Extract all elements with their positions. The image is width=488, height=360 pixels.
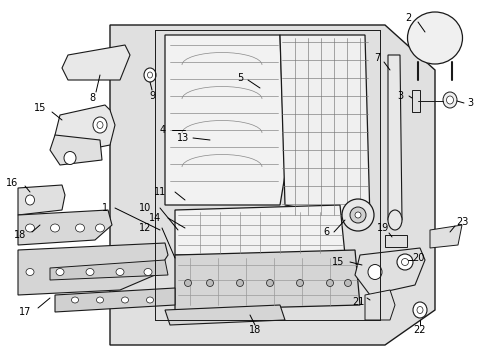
Polygon shape <box>18 243 168 295</box>
Text: 10: 10 <box>139 203 151 213</box>
Polygon shape <box>110 25 434 345</box>
Ellipse shape <box>50 224 60 232</box>
Ellipse shape <box>387 210 401 230</box>
Text: 5: 5 <box>236 73 243 83</box>
Text: 22: 22 <box>413 325 426 335</box>
Text: 15: 15 <box>34 103 46 113</box>
Text: 18: 18 <box>14 230 26 240</box>
Polygon shape <box>280 35 369 220</box>
Text: 11: 11 <box>154 187 166 197</box>
Ellipse shape <box>184 279 191 287</box>
Ellipse shape <box>116 269 124 275</box>
Ellipse shape <box>86 269 94 275</box>
Polygon shape <box>50 135 102 165</box>
Ellipse shape <box>97 122 103 129</box>
Ellipse shape <box>96 297 103 303</box>
Polygon shape <box>164 305 285 325</box>
Text: 14: 14 <box>148 213 161 223</box>
Text: 12: 12 <box>139 223 151 233</box>
Ellipse shape <box>25 195 35 205</box>
Polygon shape <box>175 250 359 310</box>
Ellipse shape <box>296 279 303 287</box>
Bar <box>384 235 406 247</box>
Ellipse shape <box>25 224 35 232</box>
Ellipse shape <box>446 96 452 104</box>
Ellipse shape <box>93 117 107 133</box>
Ellipse shape <box>326 279 333 287</box>
Ellipse shape <box>75 224 84 232</box>
Text: 2: 2 <box>404 13 410 23</box>
Ellipse shape <box>442 92 456 108</box>
Ellipse shape <box>71 297 79 303</box>
Polygon shape <box>164 35 285 205</box>
Text: 13: 13 <box>177 133 189 143</box>
Text: 3: 3 <box>396 91 402 101</box>
Text: 8: 8 <box>89 93 95 103</box>
Ellipse shape <box>412 302 426 318</box>
Ellipse shape <box>236 279 243 287</box>
Ellipse shape <box>349 207 365 223</box>
Ellipse shape <box>344 279 351 287</box>
Text: 7: 7 <box>373 53 379 63</box>
Ellipse shape <box>367 265 381 279</box>
Ellipse shape <box>147 72 152 78</box>
Ellipse shape <box>143 68 156 82</box>
Text: 19: 19 <box>376 223 388 233</box>
Text: 18: 18 <box>248 325 261 335</box>
Text: 9: 9 <box>149 91 155 101</box>
Text: 17: 17 <box>19 307 31 317</box>
Text: 16: 16 <box>6 178 18 188</box>
Ellipse shape <box>206 279 213 287</box>
Ellipse shape <box>401 258 407 266</box>
Ellipse shape <box>121 297 128 303</box>
Ellipse shape <box>396 254 412 270</box>
Polygon shape <box>429 225 461 248</box>
Ellipse shape <box>146 297 153 303</box>
Ellipse shape <box>26 269 34 275</box>
Polygon shape <box>50 260 168 280</box>
Text: 21: 21 <box>351 297 364 307</box>
Bar <box>411 90 419 112</box>
Ellipse shape <box>354 212 360 218</box>
Ellipse shape <box>416 306 422 314</box>
Ellipse shape <box>266 279 273 287</box>
Text: 4: 4 <box>160 125 166 135</box>
Ellipse shape <box>407 12 462 64</box>
Ellipse shape <box>56 269 64 275</box>
Polygon shape <box>354 248 424 295</box>
Text: 23: 23 <box>455 217 467 227</box>
Polygon shape <box>175 205 345 255</box>
Polygon shape <box>387 55 401 220</box>
Polygon shape <box>18 185 65 215</box>
Polygon shape <box>55 105 115 155</box>
Ellipse shape <box>143 269 152 275</box>
Text: 1: 1 <box>102 203 108 213</box>
Text: 15: 15 <box>331 257 344 267</box>
Polygon shape <box>55 288 175 312</box>
Polygon shape <box>18 210 112 245</box>
Polygon shape <box>62 45 130 80</box>
Polygon shape <box>364 290 394 320</box>
Text: 20: 20 <box>411 253 423 263</box>
Ellipse shape <box>64 152 76 165</box>
Text: 6: 6 <box>322 227 328 237</box>
Ellipse shape <box>341 199 373 231</box>
Ellipse shape <box>95 224 104 232</box>
Text: 3: 3 <box>466 98 472 108</box>
